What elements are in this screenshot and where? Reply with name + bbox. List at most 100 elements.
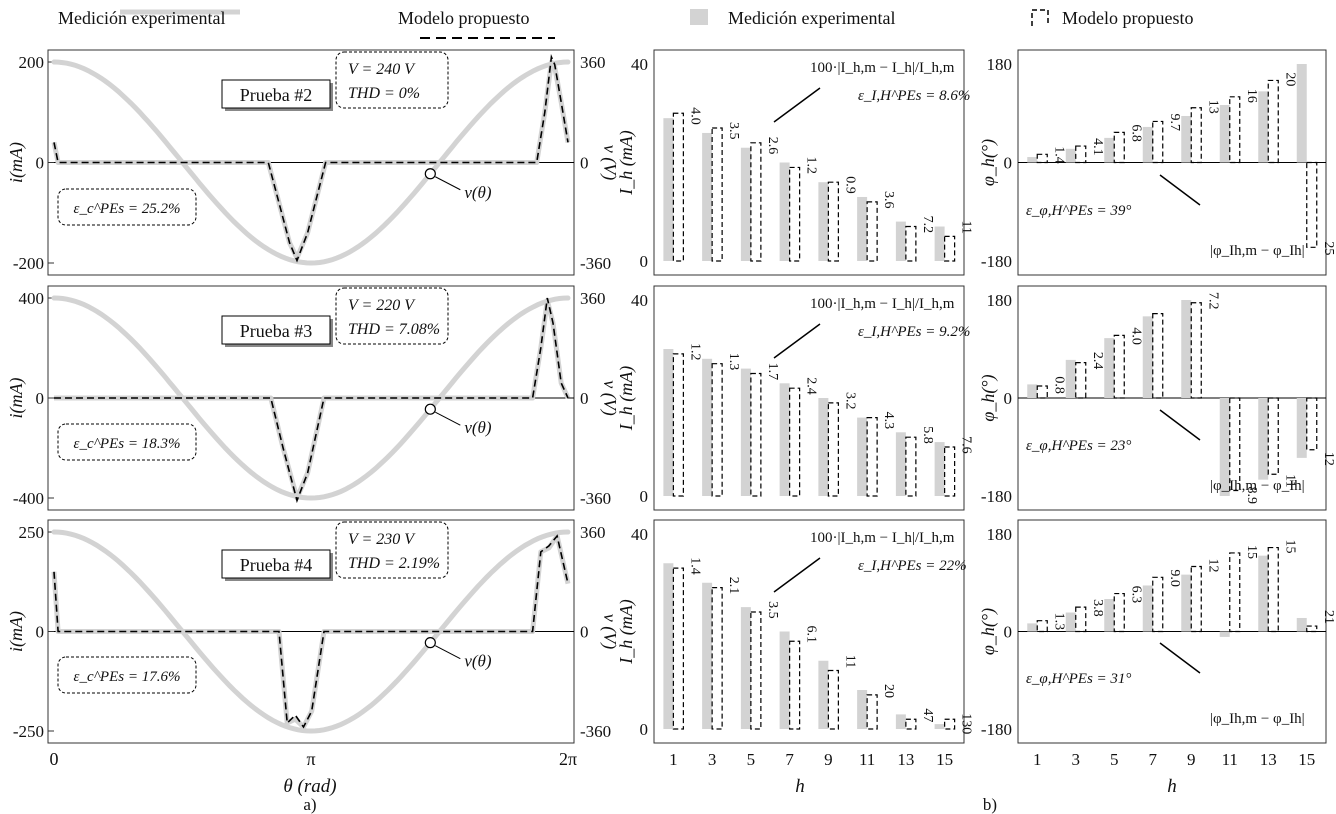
model-phase-bar [1075,145,1087,164]
measured-bar [702,582,713,729]
phase-tick-label: -180 [981,720,1012,739]
v-marker [424,168,436,180]
bar-data-label: 47 [920,708,935,722]
phase-data-label: 1.3 [1051,613,1066,631]
v-tick-label: 360 [580,289,606,308]
model-bar [672,112,684,262]
phase-data-label: 9.0 [1167,569,1182,587]
model-phase-bar [1113,334,1125,399]
model-phase-bar [1267,397,1279,475]
bar-data-label: 6.1 [804,626,819,644]
phase-data-label: 16 [1244,89,1259,103]
model-bar [711,363,723,497]
h-tick-label: 13 [1260,750,1277,769]
i-axis-label: i(mA) [6,142,27,183]
h-tick-label: 5 [1110,750,1119,769]
bar-data-label: 1.3 [726,353,741,371]
thd-value: THD = 2.19% [348,555,440,572]
measured-bar [934,442,945,496]
i-tick-label: 200 [19,53,45,72]
mag-axis-label: I_h (mA) [616,366,637,431]
measured-phase-bar [1219,631,1230,637]
mag-tick-label: 40 [631,55,648,74]
model-phase-bar [1267,546,1279,633]
model-phase-bar [1306,625,1318,633]
mag-arrow [773,87,821,123]
i-axis-label: i(mA) [6,378,27,419]
measured-phase-bar [1296,64,1307,163]
model-phase-bar [1190,565,1202,633]
bar-data-label: 2.6 [765,137,780,155]
phase-axis-label: φ_h(°) [978,139,999,186]
measured-phase-bar [1258,398,1269,480]
measured-bar [779,162,790,261]
phase-data-label: 11 [1282,474,1297,487]
current-error-box [57,188,197,226]
model-phase-bar [1113,131,1125,164]
bar-data-label: 20 [881,684,896,698]
measured-bar [895,432,906,496]
model-bar [827,181,839,262]
model-bar [827,402,839,497]
v-tick-label: -360 [580,254,611,273]
measured-bar [740,607,751,729]
h-tick-label: 1 [669,750,678,769]
mag-arrow [773,557,821,593]
model-bar [672,567,684,730]
model-phase-bar [1229,397,1241,492]
measured-phase-bar [1219,398,1230,496]
phase-error-value: ε_φ,H^PEs = 23° [1026,438,1131,454]
i-tick-label: 250 [19,523,45,542]
mag-tick-label: 0 [640,720,649,739]
measured-phase-bar [1065,359,1076,398]
bar-data-label: 7.2 [920,216,935,234]
h-tick-label: 7 [1149,750,1158,769]
test-label-box [221,549,331,579]
phase-data-label: 12 [1321,452,1336,466]
i-tick-label: 400 [19,289,45,308]
legend-measured-label-a: Medición experimental [58,8,225,28]
mag-tick-label: 40 [631,291,648,310]
model-bar [866,201,878,262]
theta-axis-label: θ (rad) [283,776,336,797]
phase-data-label: 1.4 [1051,146,1066,164]
conditions-box [335,521,449,579]
phase-arrow [1159,174,1201,206]
model-phase-bar [1152,120,1164,164]
bar-data-label: 5.8 [920,426,935,444]
phase-arrow [1159,409,1201,441]
mag-error-formula: 100·|I_h,m − I_h|/I_h,m [810,60,955,76]
bar-data-label: 1.2 [804,157,819,175]
measured-phase-bar [1027,384,1038,398]
v-marker [424,403,436,415]
model-phase-bar [1075,606,1087,633]
test-label: Prueba #3 [240,321,312,341]
v-tick-label: 0 [580,623,589,642]
model-bar [711,587,723,730]
mag-tick-label: 40 [631,525,648,544]
current-error-box [57,423,197,461]
phase-data-label: 6.8 [1128,124,1143,141]
model-bar [672,353,684,497]
mag-axis-label: I_h (mA) [616,130,637,195]
bar-data-label: 3.5 [765,601,780,619]
model-current-3 [53,534,569,729]
i-tick-label: 0 [36,623,45,642]
measured-bar [663,349,674,496]
v-tick-label: 360 [580,523,606,542]
v-tick-label: 0 [580,154,589,173]
v-curve-label: v(θ) [464,652,492,671]
phase-data-label: 20 [1282,72,1297,86]
bar-data-label: 2.4 [804,377,819,395]
phase-data-label: 2.4 [1090,352,1105,370]
model-phase-bar [1036,620,1048,633]
measured-phase-bar [1181,574,1192,632]
measured-phase-bar [1065,612,1076,632]
model-phase-bar [1190,302,1202,399]
model-phase-bar [1152,576,1164,633]
measured-phase-bar [1104,338,1115,398]
measured-bar [779,631,790,729]
model-phase-bar [1190,107,1202,164]
h-tick-label: 9 [1187,750,1196,769]
phase-data-label: 13 [1205,100,1220,114]
